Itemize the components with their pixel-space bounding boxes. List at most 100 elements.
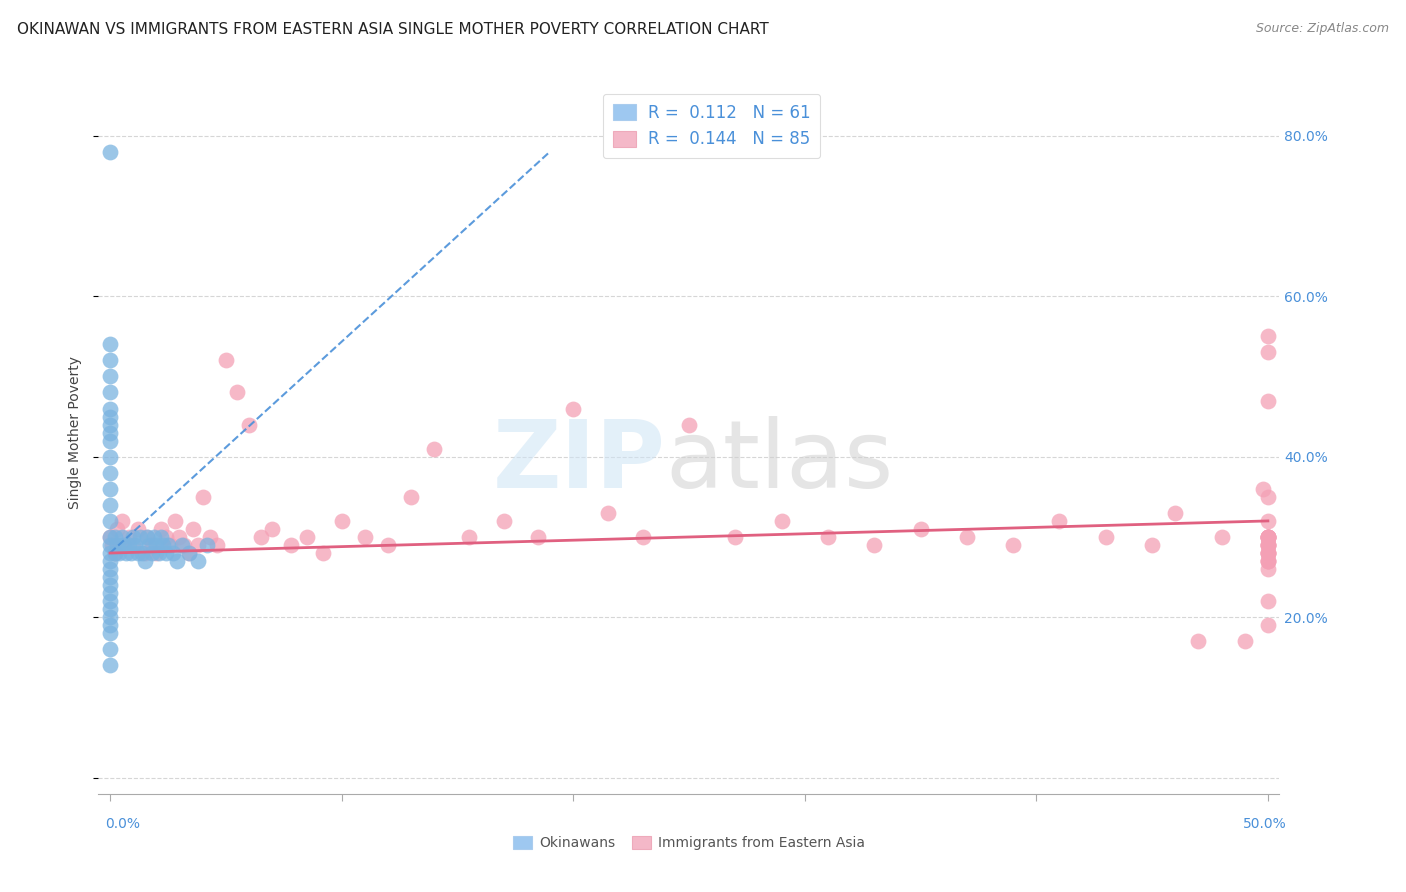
- Point: [1257, 562, 1279, 576]
- Point: [98, 594, 121, 608]
- Point: [280, 538, 302, 552]
- Point: [122, 538, 145, 552]
- Point: [1257, 514, 1279, 528]
- Point: [562, 401, 585, 416]
- Point: [169, 530, 191, 544]
- Point: [353, 530, 375, 544]
- Point: [104, 546, 127, 560]
- Point: [183, 522, 205, 536]
- Point: [105, 538, 128, 552]
- Point: [143, 530, 166, 544]
- Point: [141, 538, 163, 552]
- Point: [295, 530, 318, 544]
- Point: [1251, 482, 1274, 496]
- Point: [98, 530, 121, 544]
- Point: [187, 538, 209, 552]
- Point: [149, 530, 172, 544]
- Point: [162, 546, 184, 560]
- Text: 0.0%: 0.0%: [105, 817, 141, 830]
- Point: [98, 602, 121, 616]
- Point: [1257, 530, 1279, 544]
- Point: [98, 337, 121, 351]
- Point: [238, 417, 260, 432]
- Point: [120, 546, 142, 560]
- Point: [98, 450, 121, 464]
- Point: [177, 546, 200, 560]
- Point: [1211, 530, 1233, 544]
- Point: [1257, 530, 1279, 544]
- Point: [98, 626, 121, 640]
- Point: [98, 586, 121, 600]
- Point: [148, 546, 170, 560]
- Point: [770, 514, 793, 528]
- Point: [117, 538, 139, 552]
- Point: [101, 538, 124, 552]
- Point: [117, 530, 139, 544]
- Point: [249, 530, 271, 544]
- Text: atlas: atlas: [665, 416, 894, 508]
- Point: [177, 546, 200, 560]
- Point: [330, 514, 353, 528]
- Point: [1257, 618, 1279, 632]
- Point: [149, 522, 172, 536]
- Point: [173, 538, 195, 552]
- Point: [817, 530, 839, 544]
- Point: [98, 530, 121, 544]
- Point: [1257, 546, 1279, 560]
- Text: Source: ZipAtlas.com: Source: ZipAtlas.com: [1256, 22, 1389, 36]
- Point: [1257, 538, 1279, 552]
- Point: [98, 369, 121, 384]
- Point: [198, 530, 221, 544]
- Point: [423, 442, 446, 456]
- Point: [1233, 634, 1256, 648]
- Point: [312, 546, 335, 560]
- Point: [910, 522, 932, 536]
- Point: [141, 546, 163, 560]
- Point: [155, 530, 177, 544]
- Point: [145, 546, 167, 560]
- Point: [163, 514, 186, 528]
- Point: [98, 642, 121, 657]
- Point: [98, 145, 121, 159]
- Point: [1257, 329, 1279, 343]
- Point: [98, 409, 121, 424]
- Point: [155, 546, 177, 560]
- Point: [1257, 554, 1279, 568]
- Point: [108, 538, 131, 552]
- Point: [191, 490, 214, 504]
- Point: [98, 385, 121, 400]
- Point: [124, 538, 146, 552]
- Point: [152, 538, 174, 552]
- Point: [205, 538, 228, 552]
- Point: [105, 522, 128, 536]
- Point: [399, 490, 422, 504]
- Point: [115, 546, 138, 560]
- Point: [678, 417, 700, 432]
- Point: [131, 546, 153, 560]
- Point: [956, 530, 979, 544]
- Point: [127, 546, 149, 560]
- Point: [138, 538, 160, 552]
- Point: [1257, 530, 1279, 544]
- Point: [104, 546, 127, 560]
- Point: [98, 514, 121, 528]
- Point: [110, 530, 132, 544]
- Point: [1094, 530, 1116, 544]
- Point: [1049, 514, 1071, 528]
- Point: [262, 522, 284, 536]
- Point: [863, 538, 886, 552]
- Text: ZIP: ZIP: [492, 416, 665, 508]
- Point: [1140, 538, 1163, 552]
- Point: [110, 514, 132, 528]
- Point: [1257, 594, 1279, 608]
- Point: [104, 530, 127, 544]
- Point: [136, 530, 159, 544]
- Point: [166, 554, 188, 568]
- Point: [156, 538, 179, 552]
- Point: [377, 538, 399, 552]
- Point: [134, 554, 156, 568]
- Point: [98, 578, 121, 592]
- Text: 50.0%: 50.0%: [1243, 817, 1286, 830]
- Point: [145, 538, 167, 552]
- Point: [187, 554, 209, 568]
